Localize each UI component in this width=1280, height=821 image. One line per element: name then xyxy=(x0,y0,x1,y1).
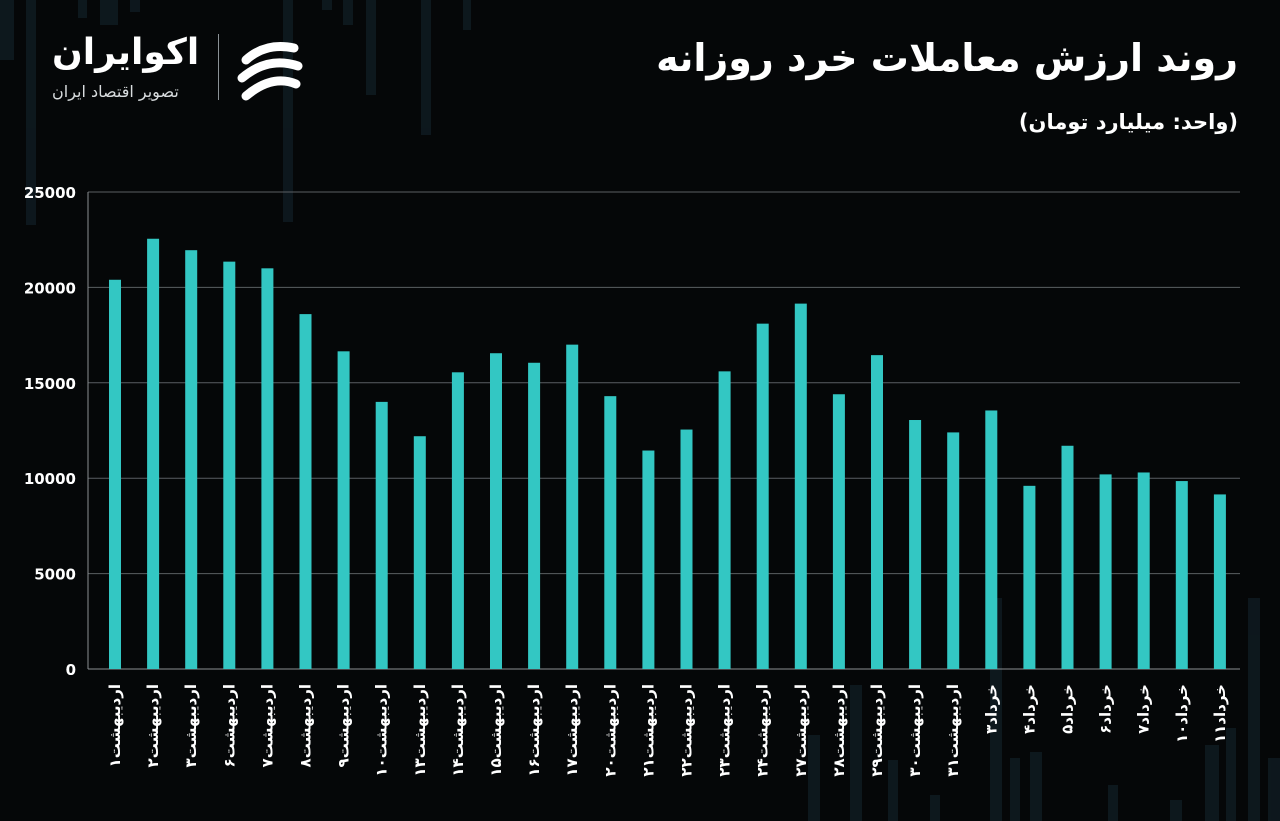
bars xyxy=(109,238,1226,669)
bar xyxy=(1099,474,1112,669)
x-tick-label: اردیبهشت۱۳ xyxy=(411,684,429,777)
x-tick-label: اردیبهشت۲۲ xyxy=(678,684,696,777)
bar xyxy=(1175,481,1188,669)
x-tick-label: اردیبهشت۱۶ xyxy=(525,684,543,777)
bar xyxy=(299,314,312,669)
x-tick-label: اردیبهشت۲۷ xyxy=(792,684,810,777)
bar xyxy=(604,396,617,669)
y-tick-label: 20000 xyxy=(24,279,76,297)
x-tick-label: خرداد۵ xyxy=(1059,684,1077,734)
brand-tagline: تصویر اقتصاد ایران xyxy=(52,82,179,101)
bar xyxy=(718,371,731,669)
bar xyxy=(375,401,388,669)
x-tick-label: اردیبهشت۷ xyxy=(258,684,276,767)
bar xyxy=(832,394,845,669)
bar xyxy=(794,303,807,669)
bar xyxy=(642,450,655,669)
x-tick-label: اردیبهشت۳۱ xyxy=(944,684,962,777)
x-tick-label: اردیبهشت۲۰ xyxy=(601,684,619,777)
bar xyxy=(871,355,883,669)
x-tick-label: اردیبهشت۳۰ xyxy=(906,684,924,777)
x-tick-label: اردیبهشت۲۱ xyxy=(639,684,657,777)
y-axis-ticks: 0 5000 10000 15000 20000 25000 xyxy=(24,184,76,679)
bar xyxy=(1213,494,1226,669)
bar xyxy=(261,268,274,669)
ecoiran-swirl-logo-icon xyxy=(237,42,303,101)
brand-name: اکوایران xyxy=(52,32,200,73)
grid-lines xyxy=(87,191,1240,670)
x-tick-label: اردیبهشت۱۷ xyxy=(563,684,581,777)
bar xyxy=(566,344,579,669)
x-tick-label: خرداد۶ xyxy=(1097,684,1115,734)
bar xyxy=(1023,485,1036,669)
bar xyxy=(337,351,350,669)
brand-divider xyxy=(218,34,219,100)
x-tick-label: خرداد۱۱ xyxy=(1211,684,1229,743)
x-tick-label: اردیبهشت۳ xyxy=(182,684,200,767)
bar xyxy=(451,372,464,669)
x-tick-label: خرداد۴ xyxy=(1020,684,1038,734)
x-tick-label: خرداد۱۰ xyxy=(1173,684,1191,743)
x-tick-label: اردیبهشت۸ xyxy=(297,684,315,767)
bar xyxy=(1061,445,1074,669)
bar xyxy=(756,323,769,669)
x-axis-ticks: اردیبهشت۱ اردیبهشت۲ اردیبهشت۳ اردیبهشت۶ اردی… xyxy=(106,684,1229,777)
bar xyxy=(109,279,121,669)
bar xyxy=(147,238,160,669)
bar xyxy=(413,436,426,669)
x-tick-label: اردیبهشت۲۹ xyxy=(868,684,886,777)
x-tick-label: اردیبهشت۱ xyxy=(106,684,124,767)
x-tick-label: اردیبهشت۲ xyxy=(144,684,162,767)
bar xyxy=(680,429,693,669)
x-tick-label: اردیبهشت۱۴ xyxy=(449,684,467,777)
y-tick-label: 5000 xyxy=(34,566,76,584)
y-tick-label: 15000 xyxy=(24,375,76,393)
x-tick-label: خرداد۷ xyxy=(1135,684,1153,734)
x-tick-label: اردیبهشت۲۳ xyxy=(716,684,734,777)
x-tick-label: اردیبهشت۹ xyxy=(335,684,353,767)
brand-block: اکوایران تصویر اقتصاد ایران xyxy=(48,30,318,110)
chart-unit-label: (واحد: میلیارد تومان) xyxy=(1018,110,1238,134)
x-tick-label: خرداد۳ xyxy=(982,684,1000,734)
x-tick-label: اردیبهشت۱۵ xyxy=(487,684,505,777)
y-tick-label: 10000 xyxy=(24,470,76,488)
bar xyxy=(185,250,198,669)
bar xyxy=(909,420,922,669)
chart-title: روند ارزش معاملات خرد روزانه xyxy=(656,36,1238,80)
bar xyxy=(947,432,960,669)
x-tick-label: اردیبهشت۲۸ xyxy=(830,684,848,777)
y-tick-label: 25000 xyxy=(24,184,76,202)
x-tick-label: اردیبهشت۶ xyxy=(220,684,238,767)
y-tick-label: 0 xyxy=(66,661,76,679)
bar xyxy=(1137,472,1150,669)
x-tick-label: اردیبهشت۱۰ xyxy=(373,684,391,777)
bar xyxy=(223,261,236,669)
bar xyxy=(490,353,502,669)
x-tick-label: اردیبهشت۲۴ xyxy=(754,684,772,777)
bar xyxy=(528,362,541,669)
bar xyxy=(985,410,998,669)
